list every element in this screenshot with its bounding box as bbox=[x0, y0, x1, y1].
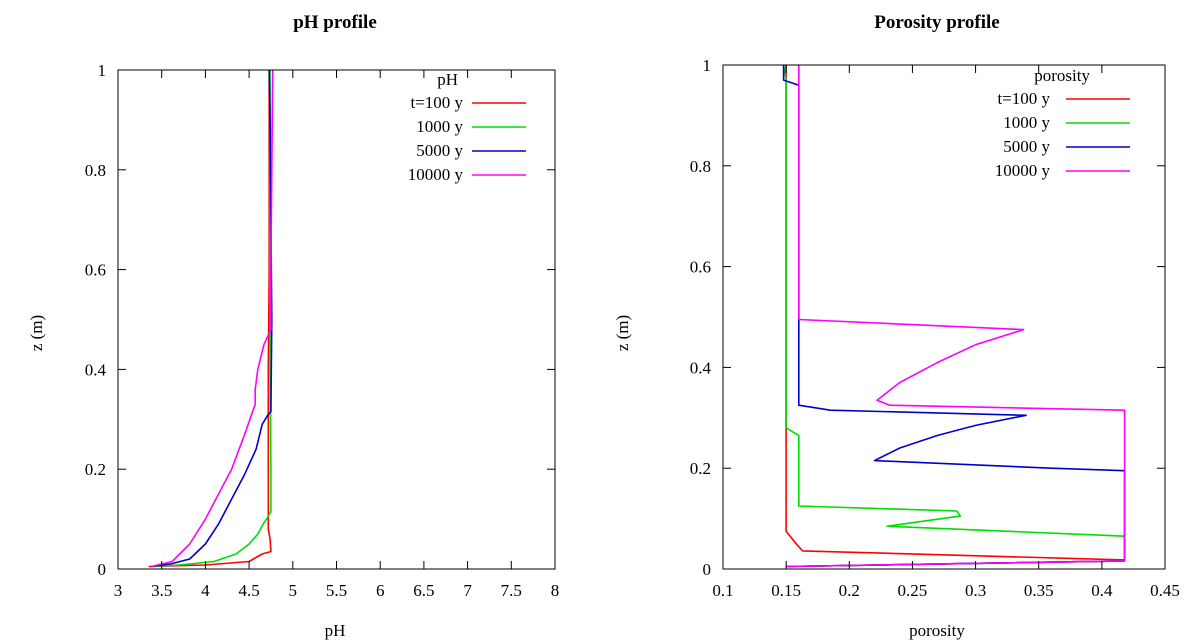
x-tick-label: 0.4 bbox=[1091, 581, 1113, 600]
y-tick-label: 0.2 bbox=[85, 460, 106, 479]
legend-label: 5000 y bbox=[416, 141, 463, 160]
series-line bbox=[151, 69, 274, 568]
series-line bbox=[152, 70, 272, 568]
series-line bbox=[786, 65, 1126, 568]
legend-title: pH bbox=[437, 70, 458, 89]
x-tick-label: 6.5 bbox=[413, 581, 434, 600]
y-tick-label: 0 bbox=[703, 560, 712, 579]
porosity-profile-chart: Porosity profile porosity z (m) 0.1 0.15 0… bbox=[613, 12, 1180, 640]
legend-label: t=100 y bbox=[997, 89, 1050, 108]
y-tick-label: 0.4 bbox=[690, 358, 712, 377]
x-tick-label: 8 bbox=[551, 581, 560, 600]
series-line bbox=[148, 70, 272, 568]
legend-title: porosity bbox=[1034, 66, 1090, 85]
chart-title: pH profile bbox=[293, 12, 377, 33]
x-tick-label: 3 bbox=[114, 581, 123, 600]
y-tick-label: 0.6 bbox=[85, 261, 106, 280]
y-tick-label: 0.8 bbox=[690, 157, 711, 176]
x-tick-label: 5.5 bbox=[326, 581, 347, 600]
series-line bbox=[151, 69, 273, 568]
x-tick-label: 0.1 bbox=[712, 581, 733, 600]
legend-label: 10000 y bbox=[995, 161, 1051, 180]
y-tick-label: 1 bbox=[98, 61, 107, 80]
x-axis-label: porosity bbox=[909, 621, 965, 640]
x-tick-label: 0.2 bbox=[839, 581, 860, 600]
plot-frame bbox=[722, 64, 1166, 570]
x-tick-label: 0.15 bbox=[771, 581, 801, 600]
series-line bbox=[782, 64, 1126, 568]
y-tick-label: 0.4 bbox=[85, 360, 107, 379]
y-tick-label: 0.8 bbox=[85, 161, 106, 180]
x-tick-label: 3.5 bbox=[151, 581, 172, 600]
x-tick-label: 5 bbox=[289, 581, 298, 600]
series-line bbox=[785, 65, 1126, 568]
y-axis-label: z (m) bbox=[613, 315, 632, 351]
x-tick-label: 0.3 bbox=[965, 581, 986, 600]
x-tick-label: 4 bbox=[201, 581, 210, 600]
legend-label: 5000 y bbox=[1003, 137, 1050, 156]
legend-label: 10000 y bbox=[408, 165, 464, 184]
x-tick-label: 7 bbox=[463, 581, 472, 600]
x-tick-label: 4.5 bbox=[238, 581, 259, 600]
legend-label: 1000 y bbox=[1003, 113, 1050, 132]
y-tick-label: 0 bbox=[98, 560, 107, 579]
x-tick-label: 0.35 bbox=[1024, 581, 1054, 600]
x-tick-label: 0.45 bbox=[1150, 581, 1180, 600]
x-axis-label: pH bbox=[325, 621, 346, 640]
x-tick-label: 0.25 bbox=[898, 581, 928, 600]
y-tick-label: 0.2 bbox=[690, 459, 711, 478]
chart-title: Porosity profile bbox=[874, 12, 999, 33]
plot-frame bbox=[117, 69, 556, 570]
y-axis-label: z (m) bbox=[27, 315, 46, 351]
x-tick-label: 6 bbox=[376, 581, 385, 600]
y-tick-label: 1 bbox=[703, 56, 712, 75]
series-line bbox=[782, 65, 1126, 568]
y-tick-label: 0.6 bbox=[690, 258, 711, 277]
legend-label: 1000 y bbox=[416, 117, 463, 136]
x-tick-label: 7.5 bbox=[501, 581, 522, 600]
ph-profile-chart: pH profile pH z (m) 3 3.5 4 4.5 5 5.5 6 6.5 7 7.5… bbox=[27, 12, 559, 640]
legend-label: t=100 y bbox=[410, 93, 463, 112]
